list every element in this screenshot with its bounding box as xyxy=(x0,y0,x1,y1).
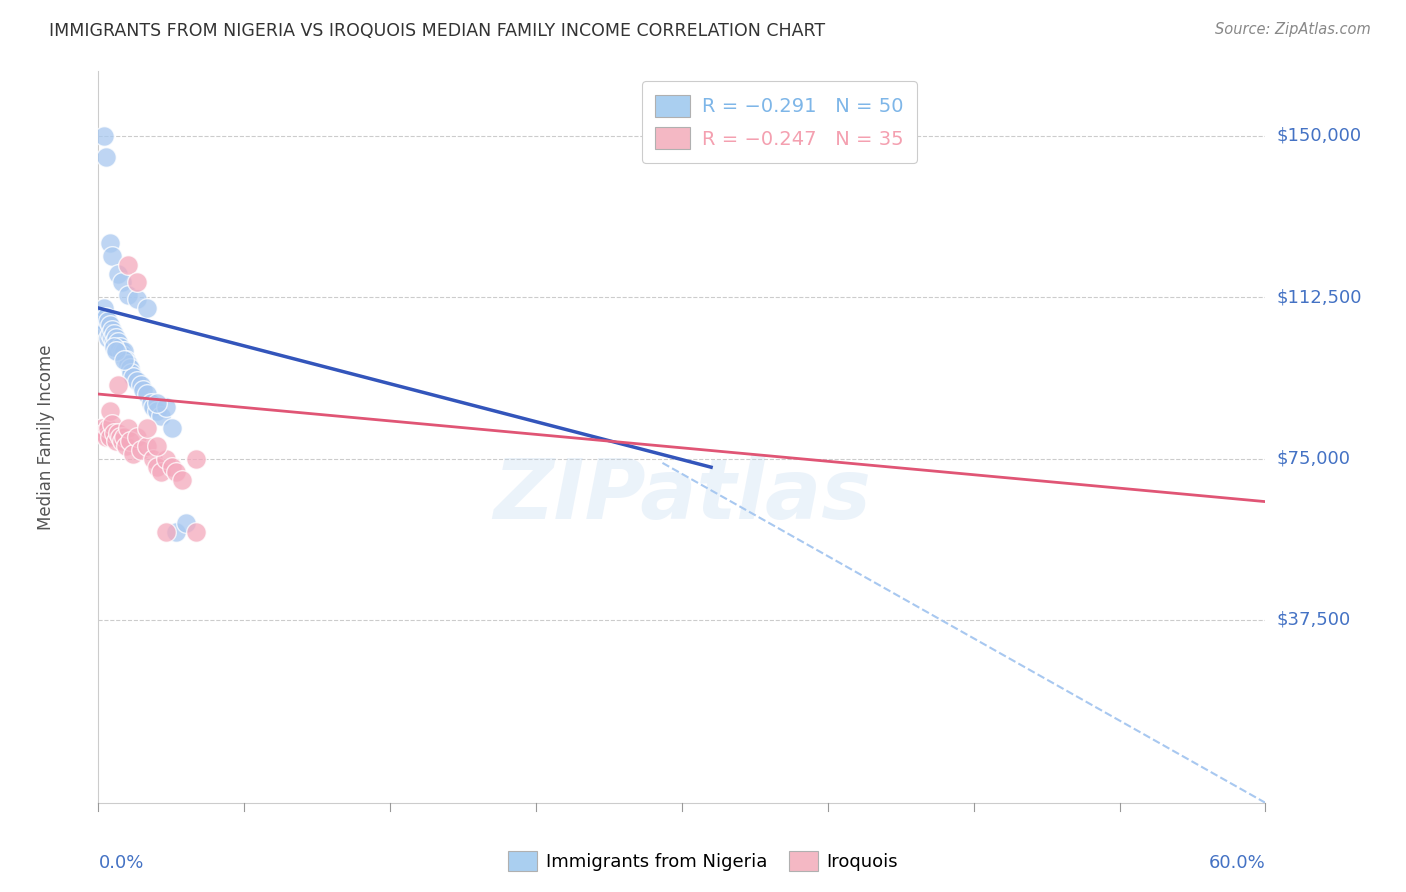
Point xyxy=(114,439,136,453)
Point xyxy=(103,326,125,341)
Point xyxy=(118,361,141,376)
Point xyxy=(98,318,121,333)
Point xyxy=(108,340,131,354)
Point xyxy=(155,451,177,466)
Point xyxy=(127,374,149,388)
Point xyxy=(117,288,139,302)
Point xyxy=(111,434,134,449)
Point xyxy=(103,335,125,350)
Point xyxy=(91,310,114,324)
Point xyxy=(107,344,129,359)
Point xyxy=(96,322,118,336)
Point xyxy=(98,404,121,418)
Text: ZIPatlas: ZIPatlas xyxy=(494,455,870,536)
Legend: R = −0.291   N = 50, R = −0.247   N = 35: R = −0.291 N = 50, R = −0.247 N = 35 xyxy=(641,81,917,163)
Point xyxy=(149,409,172,423)
Point xyxy=(142,451,165,466)
Point xyxy=(98,430,121,444)
Point xyxy=(127,293,149,307)
Point xyxy=(103,340,125,354)
Point xyxy=(104,331,127,345)
Point xyxy=(149,465,172,479)
Point xyxy=(112,430,135,444)
Point xyxy=(101,322,124,336)
Point xyxy=(111,348,134,362)
Point xyxy=(111,344,134,359)
Point xyxy=(184,451,207,466)
Point xyxy=(98,326,121,341)
Text: $150,000: $150,000 xyxy=(1277,127,1361,145)
Point xyxy=(104,344,127,359)
Point xyxy=(91,421,114,435)
Point xyxy=(121,366,143,380)
Point xyxy=(117,421,139,435)
Point xyxy=(162,460,184,475)
Point xyxy=(129,442,152,457)
Point xyxy=(127,430,149,444)
Point xyxy=(165,524,187,539)
Point xyxy=(93,301,115,315)
Point xyxy=(122,369,145,384)
Point xyxy=(139,395,162,409)
Point xyxy=(117,357,139,371)
Point xyxy=(101,417,124,432)
Point xyxy=(146,439,169,453)
Text: Median Family Income: Median Family Income xyxy=(37,344,55,530)
Point xyxy=(170,473,193,487)
Point xyxy=(93,128,115,143)
Point xyxy=(107,335,129,350)
Text: 0.0%: 0.0% xyxy=(98,855,143,872)
Point xyxy=(136,421,159,435)
Point xyxy=(112,352,135,367)
Point xyxy=(93,314,115,328)
Point xyxy=(117,258,139,272)
Point xyxy=(118,434,141,449)
Text: IMMIGRANTS FROM NIGERIA VS IROQUOIS MEDIAN FAMILY INCOME CORRELATION CHART: IMMIGRANTS FROM NIGERIA VS IROQUOIS MEDI… xyxy=(49,22,825,40)
Point xyxy=(165,465,187,479)
Point xyxy=(103,425,125,440)
Point xyxy=(93,425,115,440)
Point xyxy=(97,331,120,345)
Point xyxy=(127,275,149,289)
Point xyxy=(101,249,124,263)
Point xyxy=(146,395,169,409)
Point xyxy=(104,434,127,449)
Point xyxy=(96,430,118,444)
Point xyxy=(136,439,159,453)
Text: $75,000: $75,000 xyxy=(1277,450,1351,467)
Point xyxy=(114,352,136,367)
Point xyxy=(101,331,124,345)
Point xyxy=(97,421,120,435)
Text: $37,500: $37,500 xyxy=(1277,611,1351,629)
Point xyxy=(107,378,129,392)
Point xyxy=(107,425,129,440)
Text: 60.0%: 60.0% xyxy=(1209,855,1265,872)
Text: $112,500: $112,500 xyxy=(1277,288,1362,306)
Point xyxy=(129,378,152,392)
Point xyxy=(155,524,177,539)
Point xyxy=(97,314,120,328)
Text: Source: ZipAtlas.com: Source: ZipAtlas.com xyxy=(1215,22,1371,37)
Point xyxy=(136,387,159,401)
Point xyxy=(112,344,135,359)
Point xyxy=(184,524,207,539)
Point xyxy=(122,447,145,461)
Point xyxy=(155,400,177,414)
Point xyxy=(107,267,129,281)
Point xyxy=(108,430,131,444)
Point xyxy=(96,150,118,164)
Legend: Immigrants from Nigeria, Iroquois: Immigrants from Nigeria, Iroquois xyxy=(501,844,905,879)
Point xyxy=(146,460,169,475)
Point xyxy=(142,400,165,414)
Point xyxy=(111,275,134,289)
Point xyxy=(132,383,155,397)
Point xyxy=(136,301,159,315)
Point xyxy=(146,404,169,418)
Point xyxy=(162,421,184,435)
Point xyxy=(174,516,197,530)
Point xyxy=(96,310,118,324)
Point xyxy=(98,236,121,251)
